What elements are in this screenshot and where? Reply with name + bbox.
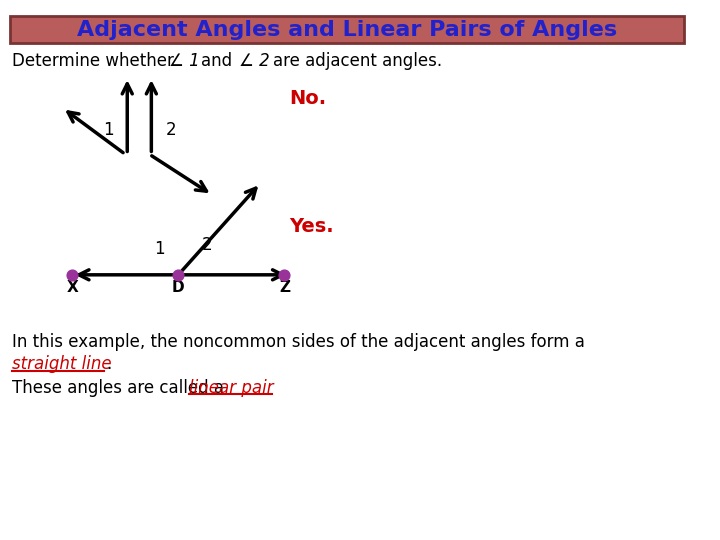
- Text: are adjacent angles.: are adjacent angles.: [273, 52, 442, 70]
- Text: ∠ 1: ∠ 1: [168, 52, 199, 70]
- Text: In this example, the noncommon sides of the adjacent angles form a: In this example, the noncommon sides of …: [12, 333, 585, 352]
- Point: [66, 271, 78, 279]
- Text: 2: 2: [202, 236, 212, 254]
- Text: D: D: [172, 280, 184, 295]
- Text: Determine whether: Determine whether: [12, 52, 174, 70]
- Text: 2: 2: [166, 121, 176, 139]
- FancyBboxPatch shape: [9, 16, 685, 43]
- Text: 1: 1: [103, 121, 113, 139]
- Text: Z: Z: [279, 280, 290, 295]
- Text: linear pair: linear pair: [189, 379, 274, 396]
- Text: and: and: [200, 52, 232, 70]
- Point: [173, 271, 184, 279]
- Text: straight line: straight line: [12, 355, 111, 374]
- Text: ∠ 2: ∠ 2: [239, 52, 270, 70]
- Text: These angles are called a: These angles are called a: [12, 379, 229, 396]
- Text: .: .: [106, 355, 112, 374]
- Text: X: X: [66, 280, 78, 295]
- Text: Yes.: Yes.: [289, 217, 334, 236]
- Text: Adjacent Angles and Linear Pairs of Angles: Adjacent Angles and Linear Pairs of Angl…: [77, 20, 617, 40]
- Text: 1: 1: [154, 240, 164, 258]
- Point: [279, 271, 290, 279]
- Text: No.: No.: [289, 89, 326, 108]
